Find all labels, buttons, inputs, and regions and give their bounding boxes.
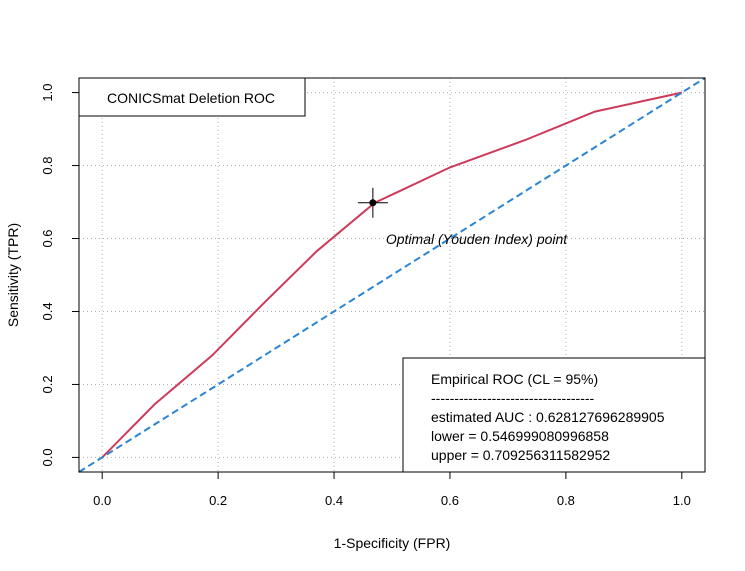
chance-diagonal [78, 77, 706, 473]
x-tick-label-1: 0.2 [209, 493, 227, 508]
x-tick-label-4: 0.8 [557, 493, 575, 508]
legend-line-upper: upper = 0.709256311582952 [431, 447, 610, 463]
optimal-point-label: Optimal (Youden Index) point [386, 231, 568, 247]
y-axis-ticks: 0.0 0.2 0.4 0.6 0.8 1.0 [40, 84, 80, 466]
title-box: CONICSmat Deletion ROC [78, 77, 306, 117]
legend-box: Empirical ROC (CL = 95%) ---------------… [402, 357, 706, 473]
legend-frame [402, 357, 706, 473]
x-axis-label: 1-Specificity (FPR) [334, 535, 451, 551]
legend-line-lower: lower = 0.546999080996858 [431, 428, 609, 444]
x-tick-label-2: 0.4 [325, 493, 343, 508]
y-tick-label-2: 0.4 [40, 302, 55, 320]
x-tick-label-3: 0.6 [441, 493, 459, 508]
optimal-point-marker [357, 187, 388, 218]
legend-line-title: Empirical ROC (CL = 95%) [431, 371, 598, 387]
y-tick-label-4: 0.8 [40, 157, 55, 175]
x-tick-label-0: 0.0 [93, 493, 111, 508]
y-tick-label-0: 0.0 [40, 448, 55, 466]
title-box-frame [78, 77, 306, 117]
y-tick-label-5: 1.0 [40, 84, 55, 102]
x-axis-ticks: 0.0 0.2 0.4 0.6 0.8 1.0 [93, 471, 691, 508]
y-tick-label-3: 0.6 [40, 229, 55, 247]
legend-line-auc: estimated AUC : 0.628127696289905 [431, 409, 665, 425]
y-tick-label-1: 0.2 [40, 375, 55, 393]
legend-line-separator: ----------------------------------- [431, 390, 595, 406]
y-axis-label: Sensitivity (TPR) [5, 223, 21, 327]
title-box-text: CONICSmat Deletion ROC [107, 90, 275, 106]
x-tick-label-5: 1.0 [673, 493, 691, 508]
optimal-point-dot [369, 199, 377, 207]
